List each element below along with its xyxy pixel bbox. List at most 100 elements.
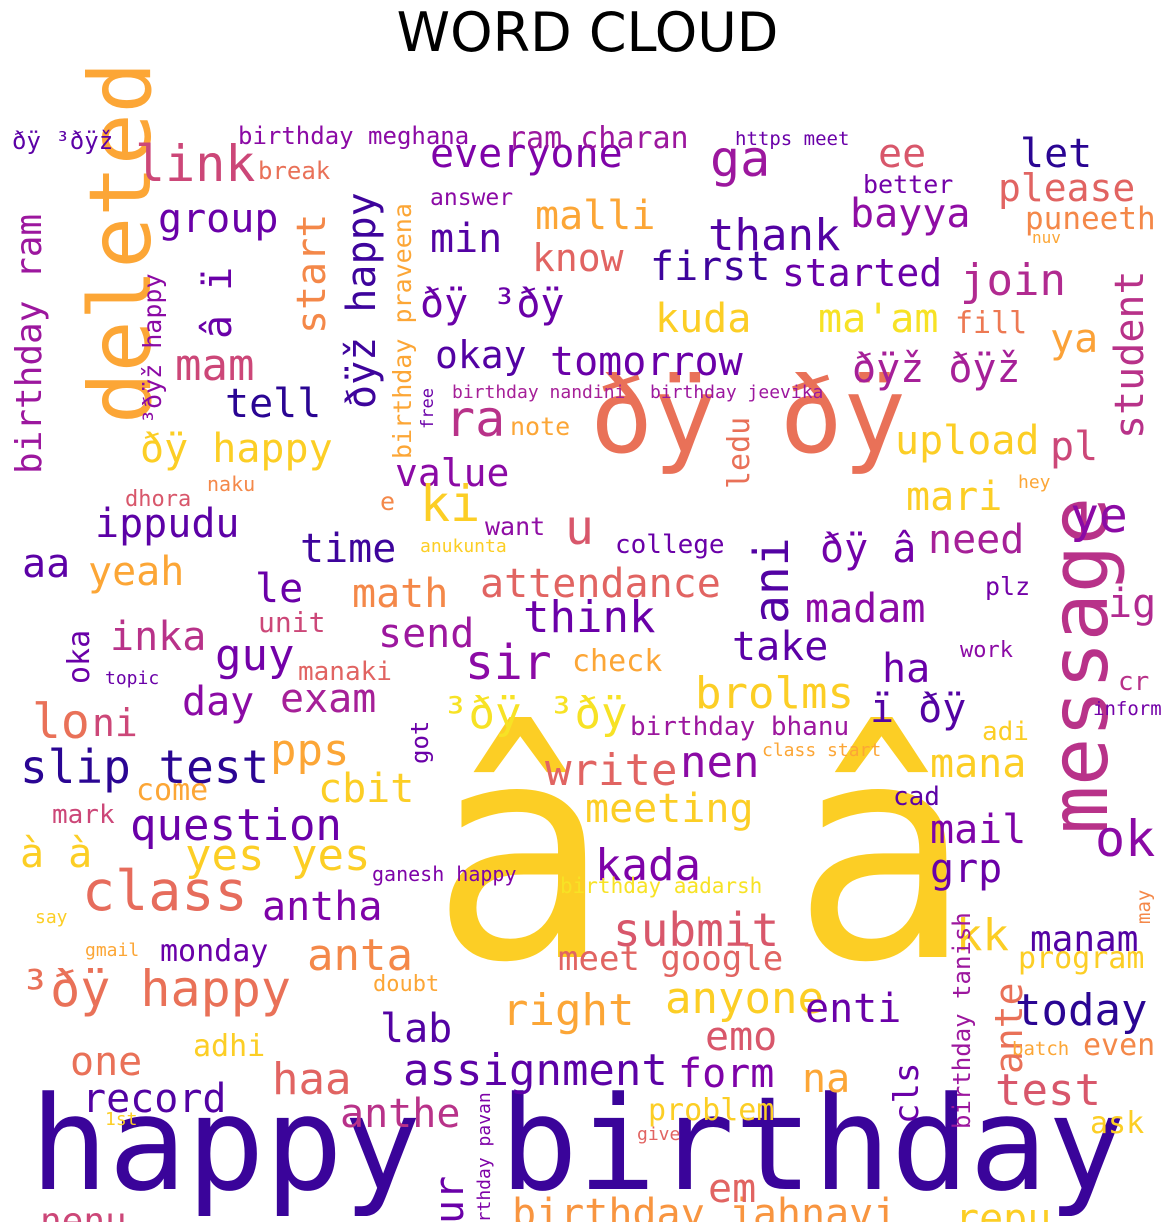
cloud-word: inform bbox=[1093, 698, 1162, 720]
cloud-word: â â bbox=[430, 679, 972, 1028]
page-title: WORD CLOUD bbox=[396, 1, 779, 64]
cloud-word: assignment bbox=[403, 1045, 668, 1096]
cloud-word: kada bbox=[595, 840, 701, 891]
cloud-word: guy bbox=[215, 630, 295, 681]
cloud-word: hey bbox=[1018, 472, 1051, 493]
cloud-word: ha bbox=[882, 646, 931, 692]
cloud-word: got bbox=[406, 720, 434, 764]
cloud-word: antha bbox=[262, 884, 383, 930]
cloud-word: haa bbox=[272, 1054, 352, 1105]
cloud-word: pps bbox=[270, 725, 350, 776]
cloud-word: ðÿ ðÿ bbox=[590, 355, 907, 477]
cloud-word: gmail bbox=[85, 940, 140, 961]
cloud-word: right bbox=[502, 985, 635, 1036]
cloud-word: mail bbox=[930, 807, 1027, 853]
cloud-word: group bbox=[158, 196, 279, 242]
cloud-word: brolms bbox=[695, 668, 854, 719]
cloud-word: anukunta bbox=[420, 536, 507, 557]
cloud-word: anyone bbox=[665, 973, 824, 1024]
cloud-word: ma'am bbox=[818, 296, 939, 342]
cloud-word: mari bbox=[906, 474, 1003, 520]
cloud-word: know bbox=[532, 236, 624, 280]
cloud-word: okay bbox=[435, 333, 527, 377]
cloud-word: ig bbox=[1108, 581, 1157, 627]
cloud-word: ram charan bbox=[508, 121, 689, 156]
cloud-word: pl bbox=[1050, 424, 1099, 470]
cloud-word: enti bbox=[805, 986, 902, 1032]
cloud-word: free bbox=[418, 388, 438, 429]
cloud-word: better bbox=[863, 170, 954, 199]
cloud-word: nen bbox=[680, 737, 760, 788]
cloud-word: join bbox=[960, 255, 1066, 306]
cloud-word: tomorrow bbox=[550, 339, 743, 385]
cloud-word: ask bbox=[1090, 1106, 1145, 1141]
cloud-word: everyone bbox=[430, 131, 623, 177]
cloud-word: plz bbox=[985, 572, 1031, 601]
word-cloud: â â ðÿ ðÿ happy birthday deleted message clas… bbox=[10, 64, 1165, 1222]
cloud-word: ur bbox=[427, 1175, 473, 1222]
cloud-word: birthday aadarsh bbox=[560, 874, 763, 898]
cloud-word: ippudu bbox=[95, 501, 240, 547]
cloud-word: one bbox=[70, 1039, 143, 1085]
cloud-word: class bbox=[82, 859, 248, 923]
cloud-word: em bbox=[708, 1166, 757, 1212]
cloud-word: na bbox=[802, 1056, 851, 1102]
cloud-word: today bbox=[1015, 985, 1148, 1036]
cloud-word: doubt bbox=[373, 972, 440, 997]
cloud-word: program bbox=[1018, 941, 1145, 976]
cloud-word: birthday tanish bbox=[948, 912, 976, 1129]
cloud-word: take bbox=[732, 624, 829, 670]
cloud-word: submit bbox=[613, 903, 780, 957]
cloud-word: ³ðÿ happy bbox=[20, 960, 291, 1018]
cloud-word: attendance bbox=[480, 561, 721, 607]
cloud-word: test bbox=[995, 1065, 1101, 1116]
cloud-word: adi bbox=[982, 717, 1029, 747]
cloud-word: ledu bbox=[722, 416, 757, 489]
cloud-word: kuda bbox=[655, 296, 752, 342]
cloud-word: cbit bbox=[318, 766, 415, 812]
cloud-word: nuv bbox=[1032, 228, 1061, 247]
cloud-word: form bbox=[678, 1051, 775, 1097]
cloud-word: tell bbox=[225, 381, 322, 427]
cloud-word: birthday ram bbox=[10, 213, 50, 474]
cloud-word: manam bbox=[1030, 919, 1139, 960]
cloud-word: nenu bbox=[40, 1201, 127, 1223]
cloud-word: â ï bbox=[195, 266, 241, 339]
cloud-word: lab bbox=[380, 1006, 453, 1052]
cloud-word: link bbox=[135, 135, 256, 193]
cloud-word: u bbox=[565, 500, 594, 556]
cloud-word: value bbox=[395, 451, 510, 495]
cloud-word: ðÿ ³ðÿ bbox=[420, 281, 565, 327]
cloud-word: mana bbox=[930, 741, 1027, 787]
cloud-word: le bbox=[255, 566, 304, 612]
cloud-word: ï ðÿ bbox=[870, 686, 967, 732]
cloud-word: cls bbox=[887, 1062, 927, 1124]
cloud-word: yes yes bbox=[185, 830, 371, 881]
cloud-word: check bbox=[572, 644, 663, 679]
cloud-word: problem bbox=[648, 1093, 775, 1128]
cloud-word: lo bbox=[32, 694, 90, 750]
cloud-word: class start bbox=[762, 740, 882, 761]
cloud-word: ki bbox=[420, 475, 481, 533]
cloud-word: mam bbox=[175, 340, 255, 391]
cloud-word: cr bbox=[1118, 667, 1150, 697]
cloud-word: college bbox=[615, 530, 725, 560]
cloud-word: mark bbox=[52, 800, 115, 830]
cloud-word: student bbox=[1107, 270, 1153, 439]
cloud-word: min bbox=[430, 216, 503, 262]
cloud-word: think bbox=[523, 592, 656, 643]
cloud-word: sir bbox=[465, 635, 552, 691]
cloud-word: madam bbox=[805, 586, 926, 632]
cloud-word: start bbox=[289, 213, 335, 334]
cloud-word: dhora bbox=[125, 487, 192, 512]
cloud-word: topic bbox=[105, 668, 160, 689]
cloud-word: batch bbox=[1012, 1038, 1070, 1060]
cloud-word: ðÿ ³ðÿž bbox=[12, 127, 114, 155]
cloud-word: birthday nandini bbox=[452, 382, 626, 403]
cloud-word: give bbox=[637, 1124, 681, 1145]
cloud-word: ga bbox=[710, 130, 771, 188]
cloud-word: answer bbox=[430, 185, 514, 211]
cloud-word: anta bbox=[307, 930, 413, 981]
cloud-word: send bbox=[378, 611, 475, 657]
cloud-word: birthday bhanu bbox=[630, 712, 850, 742]
